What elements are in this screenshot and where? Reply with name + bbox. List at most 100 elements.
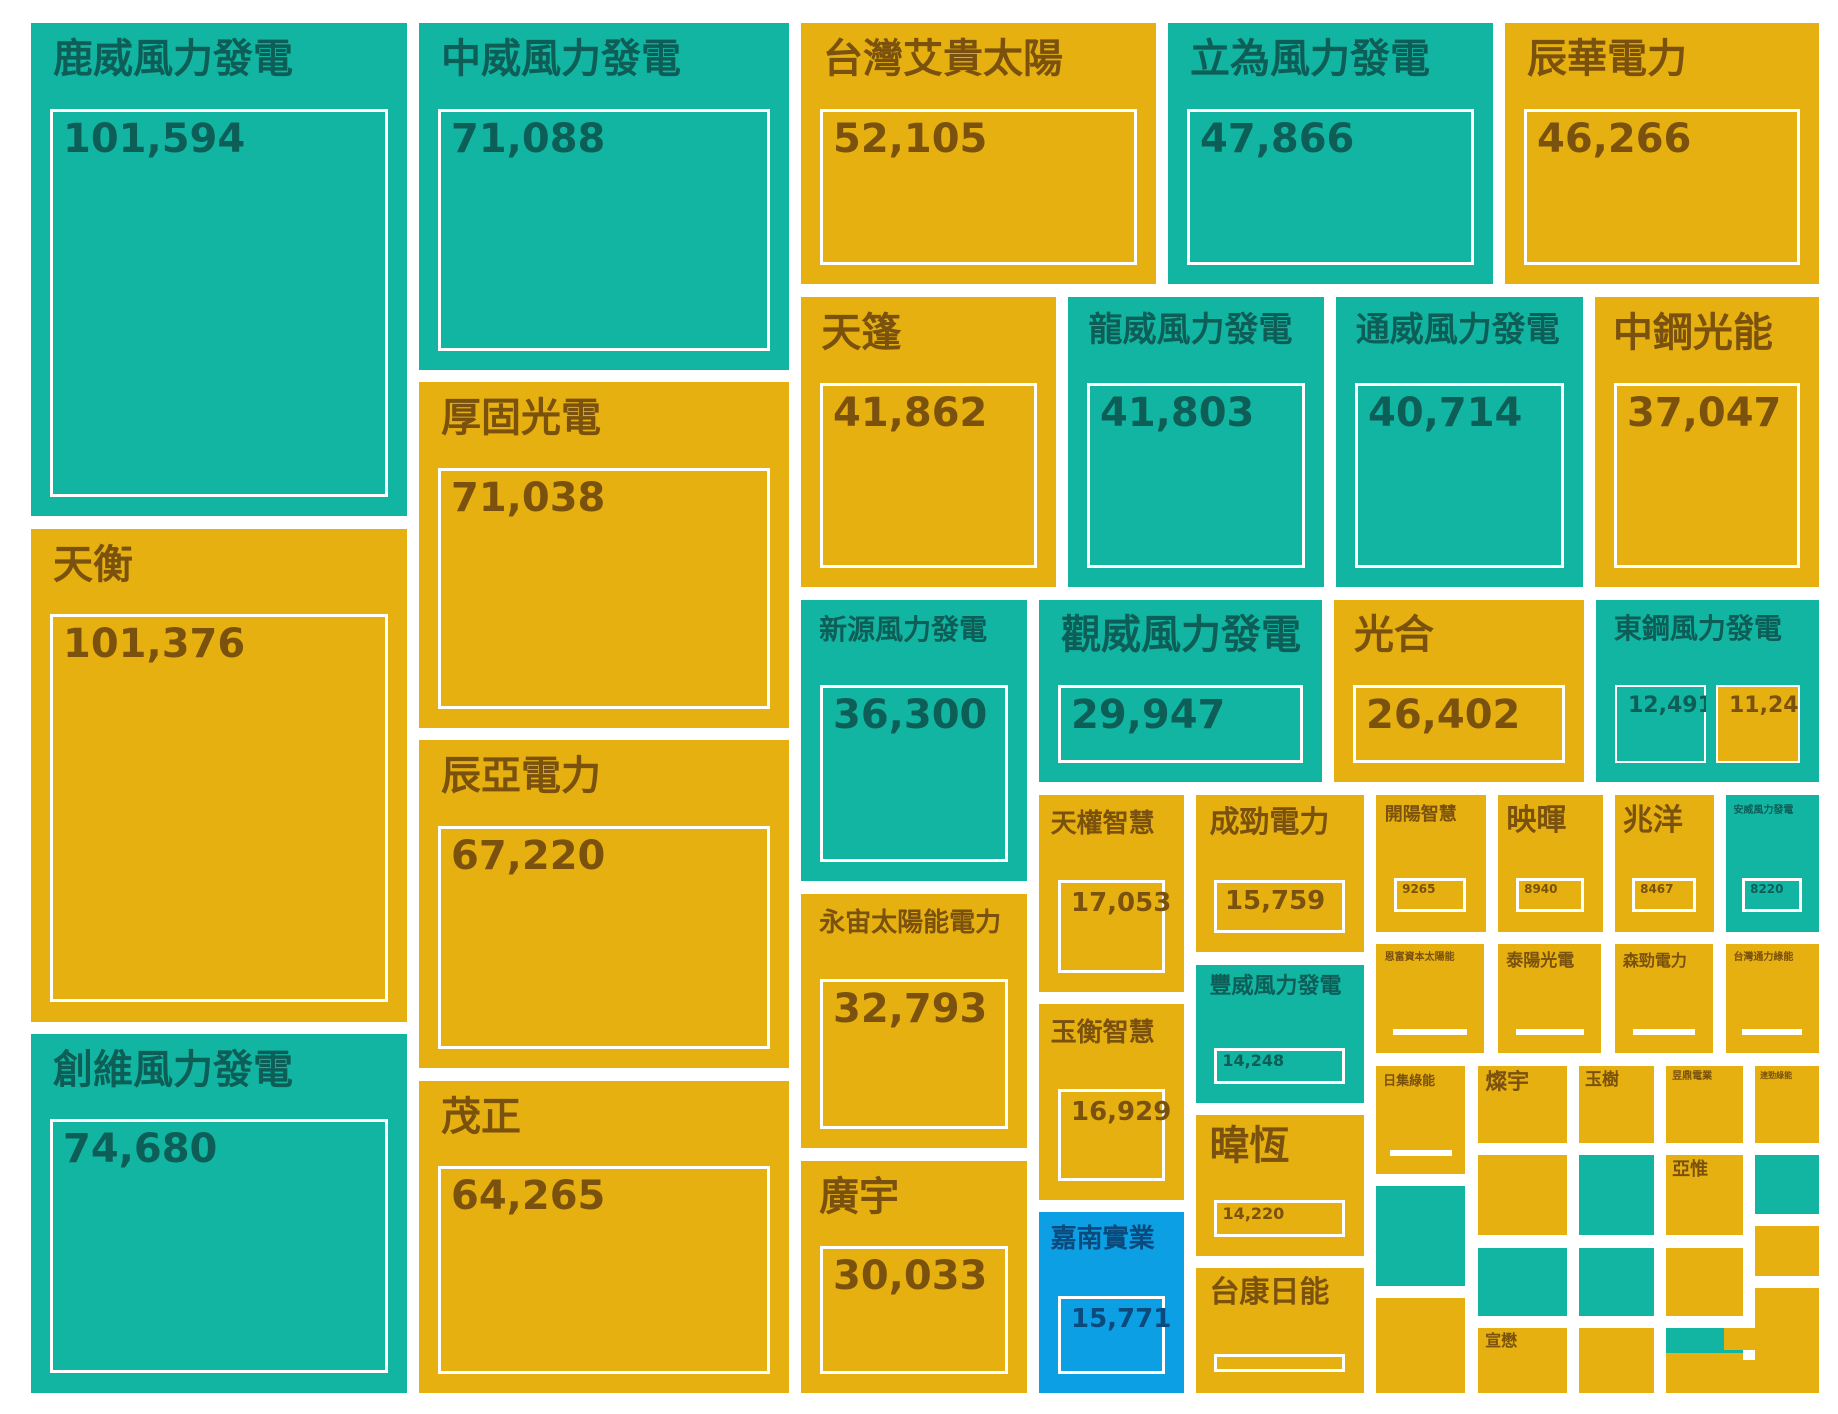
treemap-tile[interactable]: 立為風力發電 47,866 — [1168, 23, 1493, 284]
tile-value: 11,242 — [1729, 693, 1800, 718]
treemap-tile[interactable]: 恩富資本太陽能 — [1376, 944, 1484, 1053]
tile-label: 恩富資本太陽能 — [1384, 951, 1455, 963]
treemap-tile[interactable]: 光合 26,402 — [1334, 600, 1584, 782]
tile-value: 52,105 — [833, 116, 988, 162]
tile-label: 厚固光電 — [441, 395, 601, 441]
treemap-tile[interactable]: 映暉 8940 — [1498, 795, 1603, 932]
treemap-tile[interactable]: 茂正 64,265 — [419, 1081, 789, 1393]
treemap-tile[interactable]: 11,242 — [1716, 685, 1800, 763]
treemap-tile[interactable]: 安威風力發電 8220 — [1726, 795, 1819, 932]
tile-value: 8220 — [1750, 882, 1784, 897]
treemap-tile[interactable] — [1376, 1298, 1465, 1393]
value-box — [1214, 1048, 1345, 1084]
value-box — [1632, 878, 1696, 912]
tile-label: 台灣艾貴太陽 — [823, 36, 1063, 82]
tile-value: 46,266 — [1537, 116, 1692, 162]
tile-value: 67,220 — [451, 833, 606, 879]
value-box — [1058, 1296, 1165, 1374]
treemap-tile[interactable]: 泰陽光電 — [1498, 944, 1601, 1053]
treemap-tile[interactable]: 鹿威風力發電 101,594 — [31, 23, 407, 516]
tile-value: 40,714 — [1368, 390, 1523, 436]
tile-label: 映暉 — [1506, 802, 1567, 838]
value-box — [1058, 880, 1165, 973]
value-box — [1393, 1029, 1467, 1035]
treemap-tile[interactable]: 亞惟 — [1666, 1155, 1743, 1235]
treemap-tile[interactable]: 永宙太陽能電力 32,793 — [801, 894, 1027, 1148]
treemap-tile[interactable]: 天權智慧 17,053 — [1039, 795, 1184, 992]
treemap-tile[interactable]: 中鋼光能 37,047 — [1595, 297, 1819, 587]
treemap-tile[interactable] — [1579, 1248, 1654, 1316]
treemap-tile[interactable]: 玉樹 — [1579, 1066, 1654, 1143]
treemap-tile[interactable]: 森勁電力 — [1615, 944, 1713, 1053]
treemap-tile[interactable]: 兆洋 8467 — [1615, 795, 1714, 932]
treemap-tile[interactable]: 台康日能 — [1196, 1268, 1364, 1393]
value-box — [820, 1246, 1008, 1374]
tile-label: 玉樹 — [1585, 1070, 1619, 1091]
treemap-tile[interactable]: 台灣艾貴太陽 52,105 — [801, 23, 1156, 284]
tile-label: 豐威風力發電 — [1209, 974, 1342, 1000]
treemap-tile[interactable] — [1579, 1155, 1654, 1235]
treemap-tile[interactable]: 12,491 — [1615, 685, 1706, 763]
value-box — [1516, 1029, 1584, 1035]
treemap-tile[interactable] — [1478, 1155, 1567, 1235]
treemap-tile[interactable]: 厚固光電 71,038 — [419, 382, 789, 728]
tile-label: 開陽智慧 — [1384, 803, 1457, 825]
value-box — [1615, 685, 1706, 763]
treemap-tile[interactable]: 開陽智慧 9265 — [1376, 795, 1486, 932]
tile-label: 東鋼風力發電 — [1613, 611, 1782, 645]
tile-label: 亞惟 — [1672, 1159, 1709, 1181]
treemap-tile[interactable]: 豐威風力發電 14,248 — [1196, 965, 1364, 1103]
treemap-tile[interactable]: 昱鼎電業 — [1666, 1066, 1743, 1143]
treemap-tile[interactable] — [1773, 1328, 1819, 1350]
treemap-tile[interactable]: 觀威風力發電 29,947 — [1039, 600, 1322, 782]
treemap-tile[interactable]: 新源風力發電 36,300 — [801, 600, 1027, 881]
treemap-tile[interactable]: 日集綠能 — [1376, 1066, 1465, 1174]
treemap-tile[interactable]: 宣懋 — [1478, 1328, 1567, 1393]
treemap-tile[interactable]: 天衡 101,376 — [31, 529, 407, 1022]
treemap-tile[interactable]: 創維風力發電 74,680 — [31, 1034, 407, 1393]
value-box — [1614, 383, 1800, 568]
treemap-tile[interactable]: 中威風力發電 71,088 — [419, 23, 789, 370]
treemap-tile[interactable] — [1755, 1353, 1819, 1393]
tile-value: 71,088 — [451, 116, 606, 162]
treemap-tile[interactable]: 辰華電力 46,266 — [1505, 23, 1819, 284]
treemap-tile[interactable] — [1478, 1248, 1567, 1316]
treemap-tile[interactable] — [1579, 1328, 1654, 1393]
value-box — [1390, 1150, 1452, 1156]
treemap-tile[interactable] — [1666, 1248, 1743, 1316]
tile-label: 成勁電力 — [1209, 804, 1330, 840]
value-box — [438, 826, 770, 1049]
treemap-tile[interactable]: 龍威風力發電 41,803 — [1068, 297, 1324, 587]
treemap-tile[interactable]: 嘉南實業 15,771 — [1039, 1212, 1184, 1393]
value-box — [1516, 878, 1584, 912]
treemap-tile[interactable]: 暐恆 14,220 — [1196, 1115, 1364, 1256]
tile-label: 創維風力發電 — [53, 1047, 293, 1093]
tile-value: 29,947 — [1071, 692, 1226, 738]
tile-label: 永宙太陽能電力 — [819, 908, 1002, 938]
tile-label: 中威風力發電 — [441, 36, 681, 82]
treemap-tile[interactable]: 廣宇 30,033 — [801, 1161, 1027, 1393]
treemap-tile[interactable]: 燦宇 — [1478, 1066, 1567, 1143]
treemap-tile[interactable]: 天篷 41,862 — [801, 297, 1056, 587]
treemap-tile[interactable]: 辰亞電力 67,220 — [419, 740, 789, 1068]
tile-label: 森勁電力 — [1622, 950, 1687, 970]
tile-label: 廣宇 — [819, 1174, 900, 1220]
treemap-tile[interactable] — [1376, 1186, 1465, 1286]
treemap-tile[interactable] — [1755, 1226, 1819, 1276]
treemap-tile[interactable]: 台灣通力綠能 — [1726, 944, 1819, 1053]
tile-label: 鹿威風力發電 — [53, 36, 293, 82]
treemap-tile[interactable]: 成勁電力 15,759 — [1196, 795, 1364, 952]
tile-value: 41,862 — [833, 390, 988, 436]
treemap-tile[interactable]: 連勁綠能 — [1755, 1066, 1819, 1143]
treemap-tile[interactable]: 玉衡智慧 16,929 — [1039, 1004, 1184, 1200]
treemap-tile[interactable] — [1724, 1328, 1760, 1350]
treemap-tile[interactable]: 通威風力發電 40,714 — [1336, 297, 1583, 587]
treemap-tile[interactable] — [1755, 1155, 1819, 1214]
tile-value: 74,680 — [63, 1126, 218, 1172]
treemap-tile[interactable] — [1724, 1360, 1760, 1393]
tile-label: 龍威風力發電 — [1088, 310, 1293, 350]
value-box — [1394, 878, 1466, 912]
value-box — [438, 109, 770, 351]
value-box — [1087, 383, 1305, 568]
